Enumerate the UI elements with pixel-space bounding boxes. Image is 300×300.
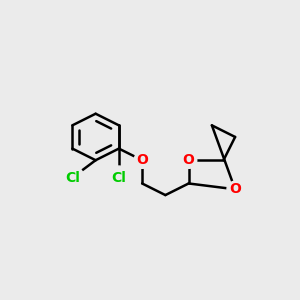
Text: O: O bbox=[183, 153, 195, 167]
Circle shape bbox=[227, 181, 243, 197]
Circle shape bbox=[107, 166, 130, 189]
Circle shape bbox=[134, 152, 150, 168]
Text: O: O bbox=[229, 182, 241, 196]
Text: Cl: Cl bbox=[65, 171, 80, 185]
Circle shape bbox=[61, 166, 84, 189]
Text: O: O bbox=[136, 153, 148, 167]
Text: Cl: Cl bbox=[111, 171, 126, 185]
Circle shape bbox=[181, 152, 197, 168]
